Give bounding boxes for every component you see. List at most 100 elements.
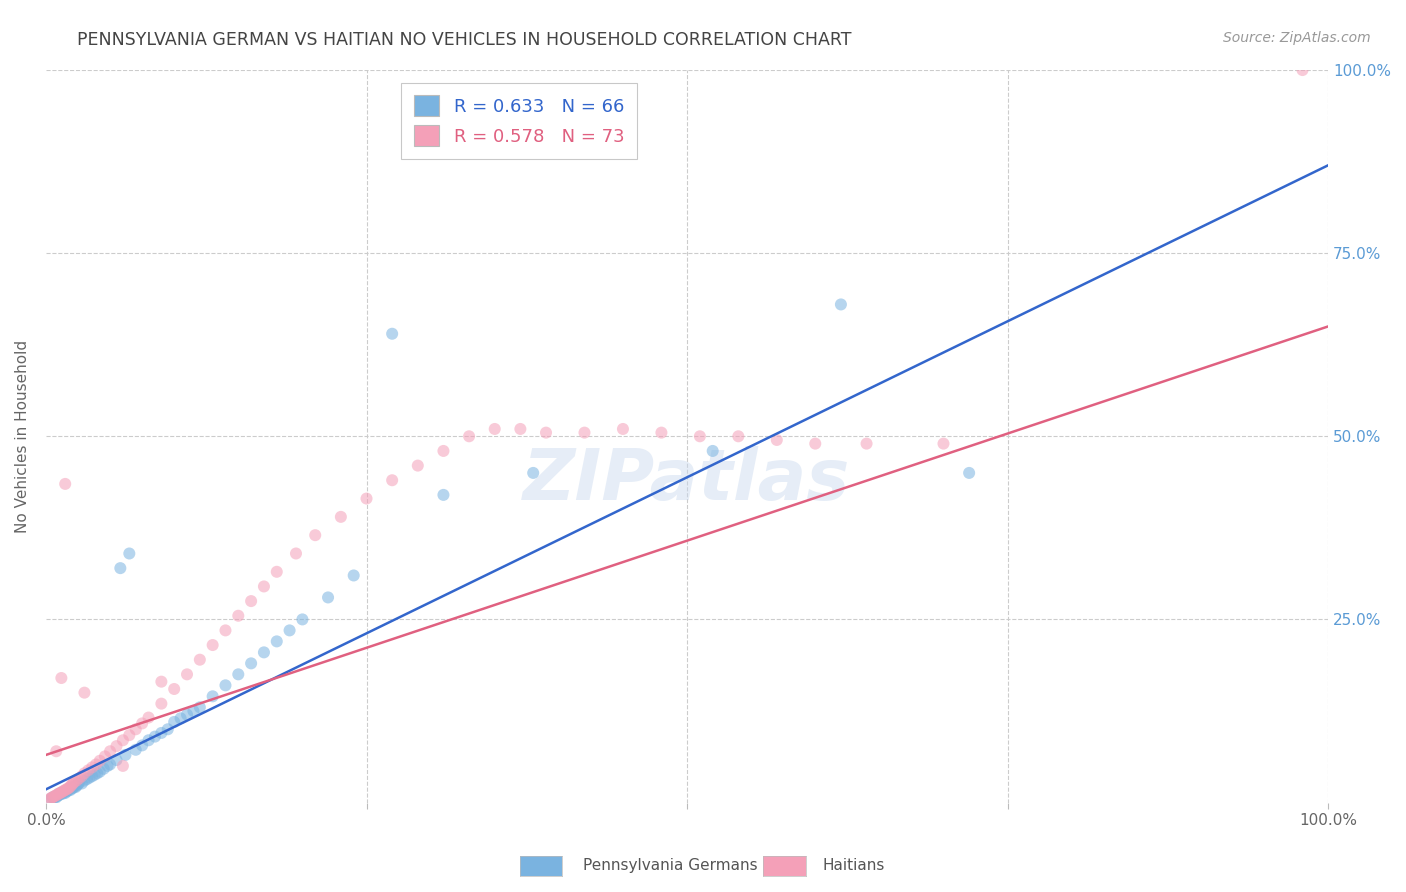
Point xyxy=(291,612,314,626)
Point xyxy=(53,786,76,800)
Point xyxy=(76,772,98,786)
Text: Pennsylvania Germans: Pennsylvania Germans xyxy=(583,858,758,872)
Point xyxy=(432,488,454,502)
Point xyxy=(240,594,263,608)
Point xyxy=(240,657,263,671)
Point xyxy=(60,778,83,792)
Point xyxy=(44,789,66,803)
Point xyxy=(343,568,366,582)
Point xyxy=(55,782,77,797)
Point xyxy=(52,787,75,801)
Point xyxy=(59,783,82,797)
Point xyxy=(143,730,166,744)
Point xyxy=(67,776,90,790)
Point xyxy=(253,579,276,593)
Point xyxy=(765,433,787,447)
Point xyxy=(65,780,87,794)
Point xyxy=(131,739,153,753)
Point xyxy=(110,561,132,575)
Point xyxy=(45,790,67,805)
Point xyxy=(66,777,89,791)
Point xyxy=(46,788,69,802)
Point xyxy=(70,776,93,790)
Point xyxy=(612,422,634,436)
Point xyxy=(957,466,980,480)
Point xyxy=(727,429,749,443)
Y-axis label: No Vehicles in Household: No Vehicles in Household xyxy=(15,340,30,533)
Point xyxy=(183,704,205,718)
Point xyxy=(53,476,76,491)
Point xyxy=(105,739,128,753)
Point xyxy=(226,608,249,623)
Point xyxy=(509,422,531,436)
Point xyxy=(105,753,128,767)
Point xyxy=(118,728,141,742)
Point xyxy=(163,714,186,729)
Point xyxy=(86,766,108,780)
Point xyxy=(932,436,955,450)
Point xyxy=(214,624,236,638)
Point xyxy=(39,792,62,806)
Point xyxy=(73,686,96,700)
Point xyxy=(62,776,84,790)
Point xyxy=(82,760,104,774)
Point xyxy=(84,757,107,772)
Point xyxy=(266,565,288,579)
Point xyxy=(138,710,160,724)
Point xyxy=(522,466,544,480)
Point xyxy=(41,790,63,805)
Point xyxy=(163,681,186,696)
Point xyxy=(689,429,711,443)
Point xyxy=(59,780,82,794)
Point xyxy=(45,788,67,802)
Point xyxy=(79,771,101,785)
Point xyxy=(93,762,115,776)
Point xyxy=(201,690,224,704)
Point xyxy=(150,697,173,711)
Point xyxy=(855,436,877,450)
Point xyxy=(1291,63,1313,78)
Point xyxy=(125,743,148,757)
Point xyxy=(150,726,173,740)
Point xyxy=(46,789,69,803)
Point xyxy=(406,458,429,473)
Point xyxy=(39,791,62,805)
Point xyxy=(98,757,121,772)
Text: Source: ZipAtlas.com: Source: ZipAtlas.com xyxy=(1223,31,1371,45)
Point xyxy=(98,744,121,758)
Point xyxy=(48,787,70,801)
Point xyxy=(77,764,100,778)
Point xyxy=(285,546,308,560)
Point xyxy=(63,780,86,794)
Point xyxy=(53,783,76,797)
Point xyxy=(114,747,136,762)
Point xyxy=(111,759,134,773)
Point xyxy=(56,781,79,796)
Point xyxy=(432,444,454,458)
Point xyxy=(226,667,249,681)
Point xyxy=(176,667,198,681)
Point xyxy=(58,782,80,797)
Text: ZIPatlas: ZIPatlas xyxy=(523,446,851,515)
Point xyxy=(52,784,75,798)
Point xyxy=(830,297,852,311)
Point xyxy=(650,425,672,440)
Point xyxy=(188,700,211,714)
Point xyxy=(83,767,105,781)
Point xyxy=(702,444,724,458)
Point xyxy=(214,678,236,692)
Legend: R = 0.633   N = 66, R = 0.578   N = 73: R = 0.633 N = 66, R = 0.578 N = 73 xyxy=(401,83,637,159)
Point xyxy=(118,546,141,560)
Point xyxy=(89,754,111,768)
Point xyxy=(188,653,211,667)
Point xyxy=(484,422,506,436)
Point xyxy=(58,780,80,795)
Point xyxy=(38,792,60,806)
Point xyxy=(62,780,84,795)
Point xyxy=(131,716,153,731)
Point xyxy=(51,785,73,799)
Point xyxy=(156,723,179,737)
Point xyxy=(48,787,70,801)
Point xyxy=(41,790,63,805)
Point xyxy=(150,674,173,689)
